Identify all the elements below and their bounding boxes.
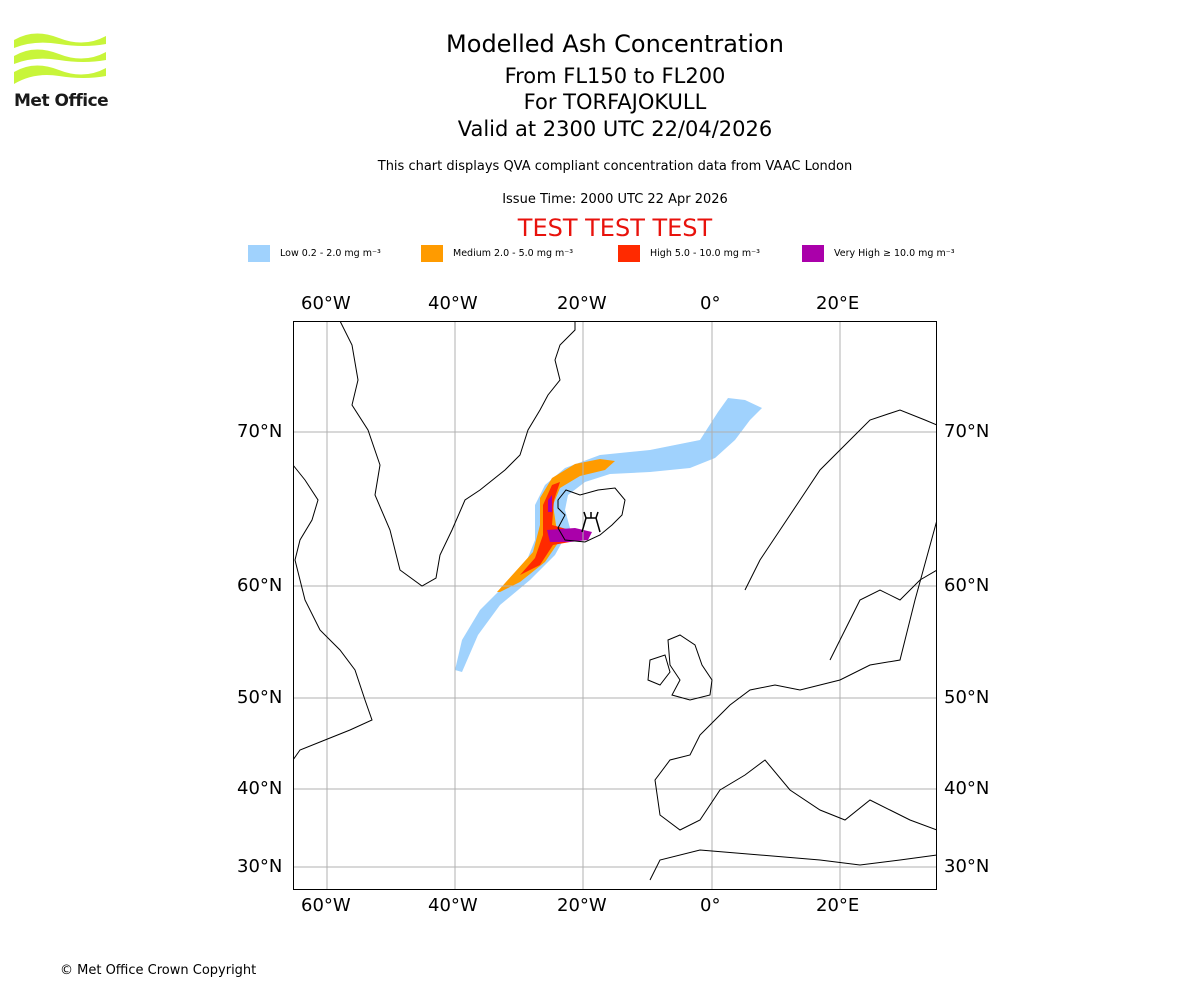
greenland-coast: [339, 321, 576, 587]
ash-medium-region: [497, 459, 615, 592]
lat-label-right: 40°N: [944, 778, 990, 799]
legend-swatch: [421, 245, 443, 262]
lat-label-left: 50°N: [237, 687, 283, 708]
ash-plume: [455, 398, 762, 672]
legend-label: Low 0.2 - 2.0 mg m⁻³: [280, 248, 381, 259]
lat-label-right: 30°N: [944, 856, 990, 877]
legend-label: High 5.0 - 10.0 mg m⁻³: [650, 248, 760, 259]
legend-swatch: [618, 245, 640, 262]
canada-coast: [293, 464, 373, 761]
lon-label-bottom: 40°W: [428, 895, 478, 916]
met-office-logo-icon: [14, 33, 106, 84]
map-frame: [293, 321, 937, 890]
ash-high-region: [520, 482, 585, 575]
copyright: © Met Office Crown Copyright: [60, 963, 257, 978]
lon-label-top: 60°W: [301, 293, 351, 314]
scandinavia-coast: [744, 409, 937, 661]
lon-label-top: 20°W: [557, 293, 607, 314]
graticule: [293, 321, 937, 890]
lon-label-top: 0°: [700, 293, 721, 314]
lat-label-left: 40°N: [237, 778, 283, 799]
coastlines: [293, 321, 937, 881]
logo-text: Met Office: [14, 91, 109, 111]
legend-swatch: [248, 245, 270, 262]
lon-label-top: 20°E: [816, 293, 860, 314]
lon-label-bottom: 0°: [700, 895, 721, 916]
lon-label-bottom: 20°E: [816, 895, 860, 916]
chart-description: This chart displays QVA compliant concen…: [377, 159, 853, 174]
flight-level-range: From FL150 to FL200: [504, 64, 726, 88]
legend-swatch: [802, 245, 824, 262]
lat-label-right: 70°N: [944, 421, 990, 442]
great-britain-coast: [667, 634, 713, 701]
volcano-name: For TORFAJOKULL: [523, 90, 707, 114]
lat-label-right: 50°N: [944, 687, 990, 708]
test-banner: TEST TEST TEST: [517, 214, 713, 242]
lon-label-top: 40°W: [428, 293, 478, 314]
ash-very-high-region: [547, 495, 592, 542]
issue-time: Issue Time: 2000 UTC 22 Apr 2026: [502, 192, 728, 207]
iceland-coast: [557, 487, 626, 543]
legend-item-low: Low 0.2 - 2.0 mg m⁻³: [248, 245, 381, 262]
ireland-coast: [647, 654, 671, 686]
lon-label-bottom: 20°W: [557, 895, 607, 916]
chart-title: Modelled Ash Concentration: [446, 30, 784, 58]
lat-label-left: 60°N: [237, 575, 283, 596]
lat-label-left: 70°N: [237, 421, 283, 442]
ash-map: [293, 321, 937, 890]
volcano-icon: [581, 511, 601, 533]
legend-label: Medium 2.0 - 5.0 mg m⁻³: [453, 248, 574, 259]
legend-item-medium: Medium 2.0 - 5.0 mg m⁻³: [421, 245, 573, 262]
legend-item-very-high: Very High ≥ 10.0 mg m⁻³: [802, 245, 955, 262]
europe-coast: [649, 519, 937, 881]
lat-label-left: 30°N: [237, 856, 283, 877]
legend-item-high: High 5.0 - 10.0 mg m⁻³: [618, 245, 760, 262]
lon-label-bottom: 60°W: [301, 895, 351, 916]
lat-label-right: 60°N: [944, 575, 990, 596]
ash-low-region: [455, 398, 762, 672]
valid-time: Valid at 2300 UTC 22/04/2026: [457, 117, 773, 141]
legend-label: Very High ≥ 10.0 mg m⁻³: [834, 248, 955, 259]
